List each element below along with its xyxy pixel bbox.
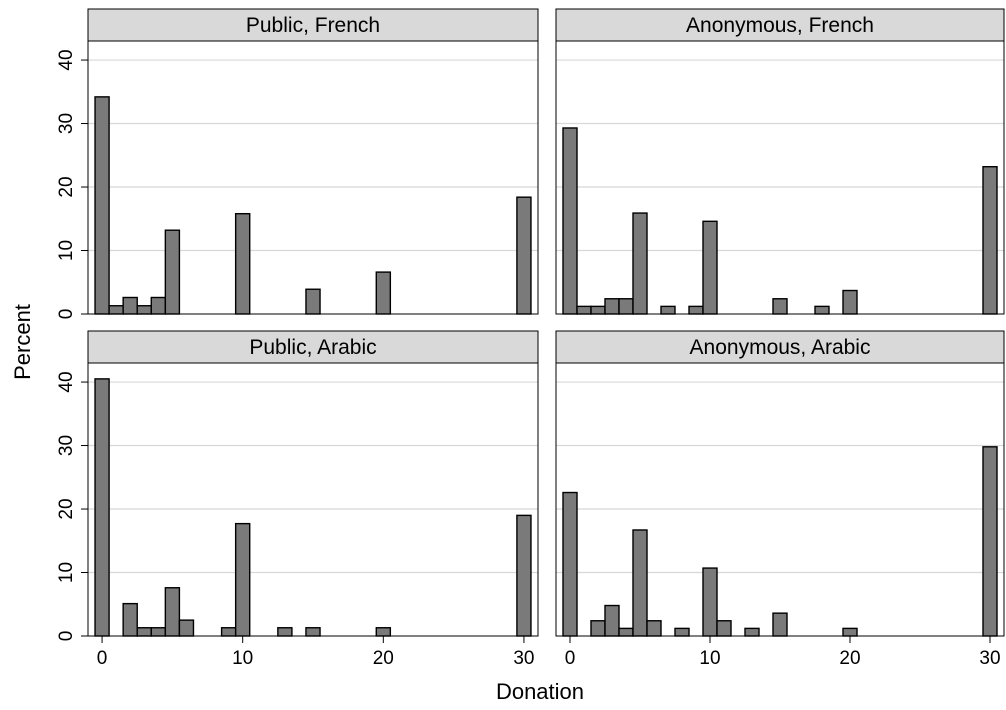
histogram-bar: [375, 271, 392, 315]
histogram-bar: [618, 627, 634, 637]
histogram-bar: [716, 620, 732, 637]
y-tick-label: 30: [56, 113, 77, 134]
panel-title: Anonymous, Arabic: [690, 336, 871, 359]
histogram-bar: [982, 166, 998, 315]
plot-area: [556, 363, 1004, 636]
histogram-bar: [604, 298, 620, 315]
panel: Public, Arabic 0 10 20 30 40 0 10 20 30: [56, 330, 539, 669]
histogram-bar: [305, 627, 321, 637]
x-axis-title: Donation: [496, 679, 584, 704]
panel-strip: [87, 330, 539, 364]
histogram-bar: [632, 529, 648, 637]
histogram-bar: [516, 514, 532, 637]
histogram-bar: [164, 229, 181, 315]
y-tick-label: 30: [56, 435, 77, 456]
x-tick-label: 0: [565, 648, 576, 669]
histogram-bar: [150, 296, 167, 315]
histogram-bar: [234, 212, 251, 315]
histogram-bar: [982, 446, 998, 637]
histogram-bar: [150, 627, 167, 637]
histogram-bar: [702, 567, 718, 637]
histogram-bar: [136, 627, 152, 637]
histogram-bar: [842, 627, 858, 637]
x-tick-label: 20: [839, 648, 860, 669]
histogram-bar: [178, 619, 195, 637]
histogram-bar: [220, 627, 237, 637]
plot-frame: [555, 362, 1005, 637]
histogram-bar: [674, 627, 690, 637]
histogram-bar: [772, 298, 788, 315]
histogram-bar: [516, 196, 532, 315]
histogram-bar: [632, 212, 648, 315]
histogram-bar: [842, 289, 858, 315]
panel-strip: [555, 8, 1005, 42]
histogram-bar: [562, 127, 578, 315]
plot-frame: [87, 362, 539, 637]
histogram-bar: [660, 305, 676, 315]
plot-frame: [87, 40, 539, 315]
histogram-bar: [772, 612, 788, 637]
y-tick-label: 10: [56, 240, 77, 261]
plot-frame: [555, 40, 1005, 315]
x-tick-label: 10: [699, 648, 720, 669]
histogram-bar: [604, 604, 620, 637]
panel: Anonymous, Arabic 0 10 20 30: [555, 330, 1005, 669]
y-axis-title: Percent: [10, 304, 35, 380]
histogram-bar: [164, 587, 181, 637]
panel-title: Public, Arabic: [249, 336, 376, 359]
panel-title: Anonymous, French: [686, 14, 874, 37]
histogram-bar: [277, 627, 293, 637]
histogram-bar: [744, 627, 760, 637]
x-tick-label: 30: [513, 648, 534, 669]
plot-area: [88, 363, 538, 636]
histogram-bar: [305, 288, 321, 315]
histogram-bar: [375, 627, 392, 637]
histogram-bar: [234, 522, 251, 637]
x-tick-label: 30: [979, 648, 1000, 669]
panel: Public, French 0 10 20 30 40: [56, 8, 539, 320]
x-tick-label: 0: [97, 648, 108, 669]
histogram-bar: [94, 378, 110, 637]
y-tick-label: 20: [56, 498, 77, 519]
histogram-bar: [136, 305, 152, 315]
histogram-bar: [122, 296, 138, 315]
y-tick-label: 0: [56, 631, 77, 642]
plot-area: [88, 41, 538, 314]
y-tick-label: 40: [56, 371, 77, 392]
histogram-bar: [646, 620, 662, 637]
panels-layer: Public, French 0 10 20 30 40 Anonymous, French…: [56, 8, 1005, 669]
histogram-bar: [688, 305, 704, 315]
panel-strip: [87, 8, 539, 42]
x-tick-label: 10: [232, 648, 253, 669]
histogram-bar: [576, 305, 592, 315]
panel-title: Public, French: [246, 14, 380, 37]
y-tick-label: 20: [56, 176, 77, 197]
histogram-bar: [702, 220, 718, 315]
histogram-bar: [94, 96, 110, 315]
histogram-bar: [562, 491, 578, 637]
y-tick-label: 0: [56, 309, 77, 320]
y-tick-label: 40: [56, 49, 77, 70]
x-tick-label: 20: [373, 648, 394, 669]
panel: Anonymous, French: [555, 8, 1005, 315]
histogram-bar: [590, 620, 606, 637]
panel-strip: [555, 330, 1005, 364]
histogram-bar: [122, 602, 138, 637]
y-tick-label: 10: [56, 562, 77, 583]
histogram-bar: [108, 305, 124, 315]
plot-area: [556, 41, 1004, 314]
histogram-bar: [590, 305, 606, 315]
histogram-bar: [814, 305, 830, 315]
histogram-bar: [618, 298, 634, 315]
